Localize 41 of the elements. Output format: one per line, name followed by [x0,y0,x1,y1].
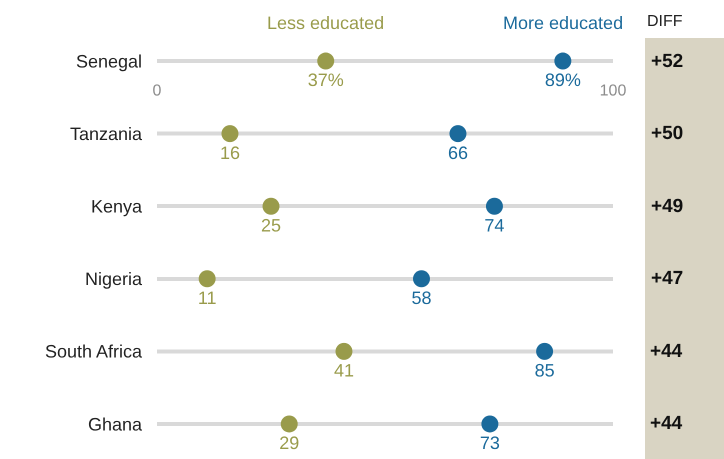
text: +47 [651,268,684,289]
y-tick-label: Tanzania [70,124,143,144]
y-tick-label: Ghana [88,414,143,434]
text: DIFF [647,13,683,30]
data-label: 89% [544,70,581,90]
point [486,198,503,215]
data-label: 25 [260,215,282,236]
data-label: 66 [448,142,468,163]
data-label: 73 [480,433,500,454]
point [335,342,352,360]
text: +44 [650,413,683,434]
text: +50 [651,123,684,144]
data-label: 16 [220,142,240,163]
data-label: 29 [279,433,300,454]
text: +44 [650,341,683,362]
data-label: 85 [534,360,555,380]
point [481,415,498,432]
data-label: 11 [198,288,217,308]
x-tick-label: 0 [152,82,162,100]
y-tick-label: South Africa [44,342,143,362]
point [449,125,466,142]
y-tick-label: Kenya [90,196,143,217]
series-label: Less educated [267,13,384,33]
point [536,342,554,360]
point [554,52,572,70]
data-label: 41 [334,360,354,380]
point [280,415,298,432]
point [412,270,430,288]
point [198,270,216,288]
point [262,198,280,215]
text: +52 [651,51,684,72]
y-tick-label: Nigeria [84,269,143,290]
y-tick-label: Senegal [76,51,142,72]
data-label: 58 [411,288,432,308]
point [221,125,238,142]
series-label: More educated [503,13,624,33]
data-label: 37% [308,70,344,90]
x-tick-label: 100 [600,82,626,100]
data-label: 74 [484,215,504,236]
point [317,52,334,70]
text: +49 [651,196,684,217]
